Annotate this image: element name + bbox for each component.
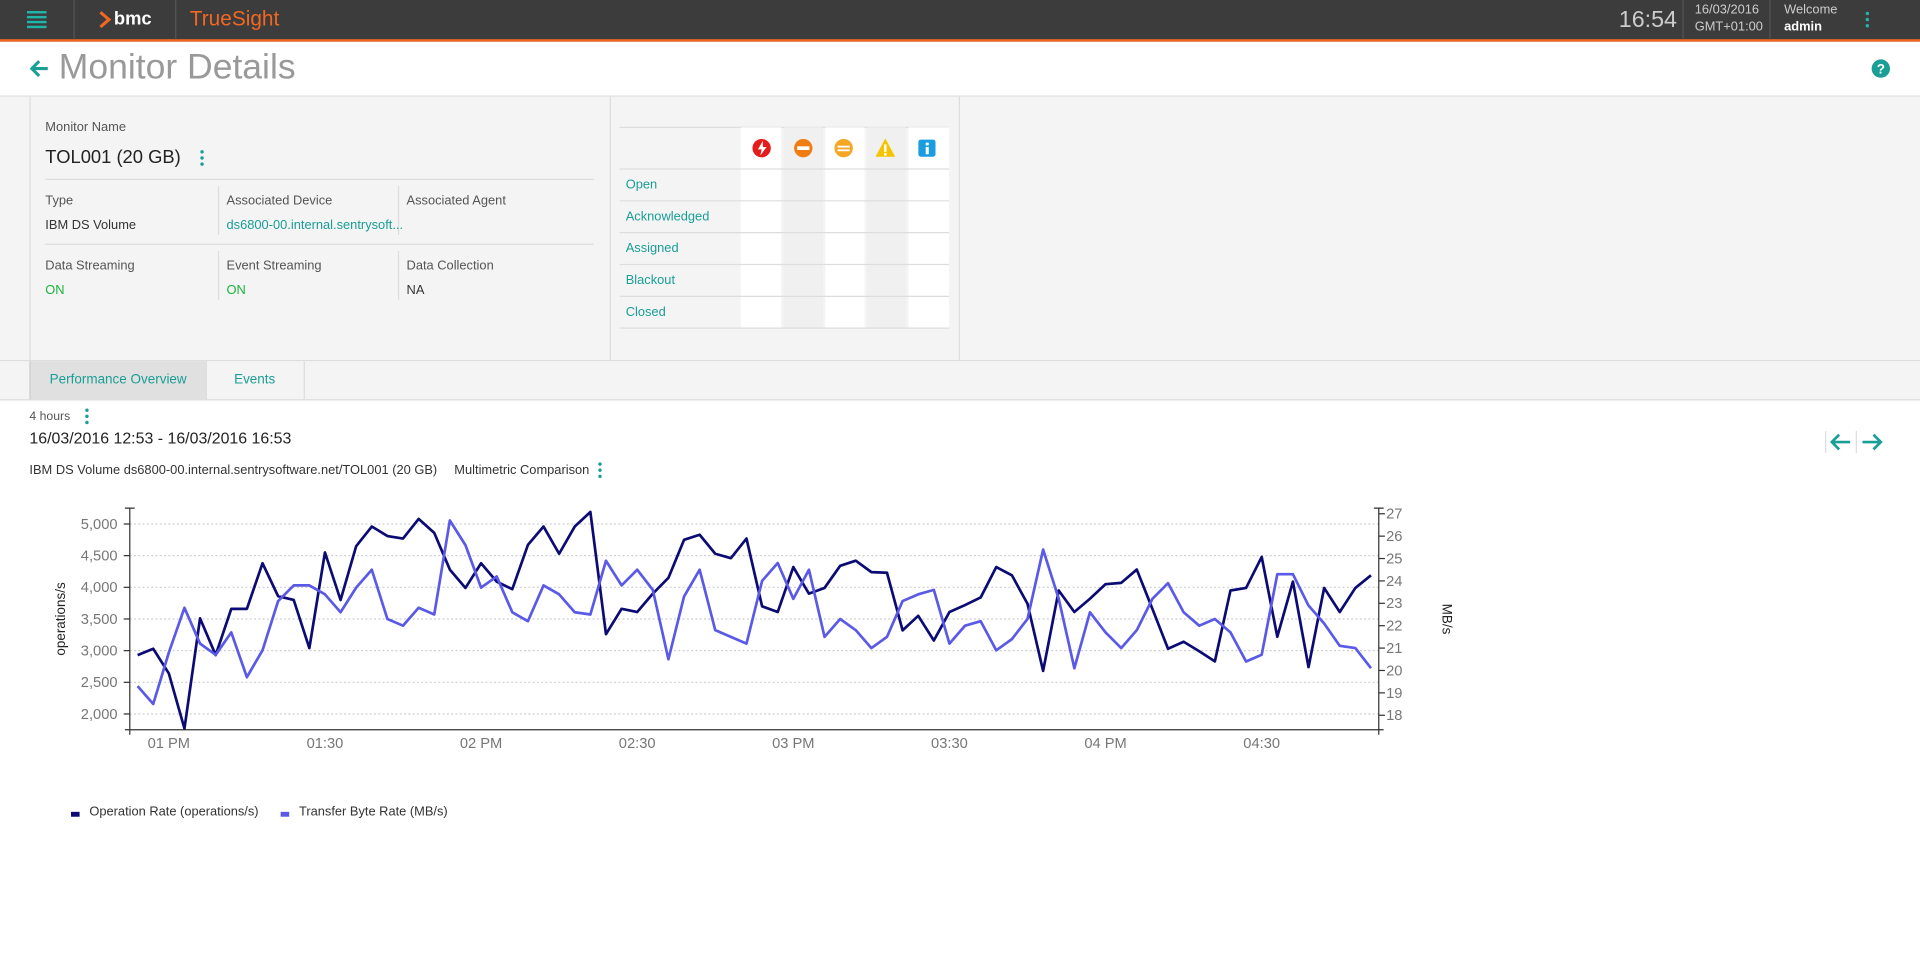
next-button[interactable] — [1862, 433, 1883, 451]
date: 16/03/2016 — [1694, 2, 1760, 18]
y-tick-label: 4,000 — [81, 580, 118, 596]
field-value: ON — [226, 282, 246, 298]
field-value: IBM DS Volume — [45, 217, 137, 233]
events-table — [619, 126, 949, 329]
legend-swatch — [71, 811, 80, 817]
divider — [45, 178, 594, 181]
y-axis-title: operations/s — [53, 582, 68, 656]
x-tick-label: 02:30 — [619, 736, 656, 752]
chart-menu[interactable] — [595, 460, 605, 480]
field-label: Type — [45, 193, 74, 209]
more-icon[interactable] — [1862, 10, 1872, 30]
title-bar — [0, 42, 1920, 97]
y2-tick-label: 19 — [1386, 686, 1402, 702]
divider — [73, 0, 75, 40]
x-tick-label: 04:30 — [1243, 736, 1280, 752]
y-tick-label: 5,000 — [81, 517, 118, 533]
timezone: GMT+01:00 — [1694, 19, 1763, 35]
brand: bmc — [113, 8, 152, 30]
event-row-label[interactable]: Open — [625, 177, 658, 193]
y-tick-label: 2,000 — [81, 707, 118, 723]
y-tick-label: 3,000 — [81, 644, 118, 660]
menu-icon[interactable] — [26, 10, 49, 30]
field-value[interactable]: ds6800-00.internal.sentrysoft... — [226, 217, 404, 233]
event-row-label[interactable]: Acknowledged — [625, 209, 710, 225]
divider — [1682, 0, 1684, 40]
event-row-label[interactable]: Blackout — [625, 273, 676, 288]
legend-label: Transfer Byte Rate (MB/s) — [299, 804, 448, 819]
field-label: Data Collection — [406, 258, 494, 274]
divider — [1769, 0, 1771, 40]
divider — [397, 186, 400, 236]
y2-tick-label: 22 — [1386, 619, 1402, 635]
chart: 2,000 2,500 3,000 3,500 4,000 4,500 5,000 18 19 2… — [53, 507, 1455, 819]
y-tick-label: 2,500 — [81, 675, 118, 691]
welcome: Welcome — [1784, 2, 1838, 18]
divider — [175, 0, 177, 40]
field-label: Event Streaming — [226, 258, 322, 274]
y2-tick-label: 20 — [1386, 663, 1402, 679]
range-nav — [1825, 431, 1883, 454]
field-value: NA — [406, 282, 425, 298]
minor-icon — [834, 138, 853, 158]
series-line — [137, 510, 1372, 730]
x-tick-label: 02 PM — [460, 736, 502, 752]
tab[interactable]: Events — [206, 361, 305, 400]
monitor-menu[interactable] — [197, 148, 207, 168]
period: 16/03/2016 12:53 - 16/03/2016 16:53 — [29, 428, 292, 447]
x-tick-label: 04 PM — [1084, 736, 1126, 752]
tab-bar — [0, 361, 1920, 401]
x-tick-label: 03 PM — [772, 736, 814, 752]
top-bar — [0, 0, 1920, 42]
product-name: TrueSight — [189, 7, 280, 31]
tab-active[interactable]: Performance Overview — [29, 361, 207, 400]
column-cells — [740, 127, 949, 329]
monitor-name: TOL001 (20 GB) — [45, 146, 181, 168]
y2-tick-label: 18 — [1386, 708, 1402, 724]
field-value: ON — [45, 282, 65, 298]
x-tick-label: 03:30 — [931, 736, 968, 752]
y2-tick-label: 25 — [1386, 551, 1402, 567]
y2-tick-label: 24 — [1386, 574, 1402, 590]
x-tick-label: 01:30 — [307, 736, 344, 752]
divider — [397, 251, 400, 301]
y-tick-label: 4,500 — [81, 549, 118, 565]
divider — [217, 186, 220, 236]
series-line — [136, 519, 1373, 706]
legend-swatch — [280, 811, 290, 817]
y2-tick-label: 21 — [1386, 641, 1402, 657]
divider — [217, 251, 220, 301]
divider — [45, 243, 594, 245]
clock: 16:54 — [1618, 7, 1677, 34]
help-icon[interactable]: ? — [1871, 59, 1891, 79]
y2-tick-label: 23 — [1386, 596, 1402, 612]
page-title: Monitor Details — [58, 47, 296, 87]
chart-subtitle[interactable]: Multimetric Comparison — [454, 462, 590, 478]
chart-title: IBM DS Volume ds6800-00.internal.sentrys… — [29, 462, 438, 478]
back-arrow[interactable] — [29, 59, 51, 79]
y2-tick-label: 26 — [1386, 529, 1402, 545]
event-row-label[interactable]: Closed — [625, 304, 666, 320]
monitor-panel — [29, 96, 612, 361]
y2-tick-label: 27 — [1386, 507, 1402, 523]
event-row-label[interactable]: Assigned — [625, 241, 679, 256]
user-name[interactable]: admin — [1784, 19, 1822, 35]
field-label: Associated Agent — [406, 193, 506, 209]
field-label: Data Streaming — [45, 258, 135, 274]
x-tick-label: 01 PM — [148, 736, 190, 752]
divider — [958, 96, 961, 361]
brand-icon — [99, 11, 112, 29]
monitor-name-label: Monitor Name — [45, 120, 127, 135]
previous-button[interactable] — [1829, 433, 1851, 451]
field-label: Associated Device — [226, 193, 333, 209]
y-tick-label: 3,500 — [81, 612, 118, 628]
duration: 4 hours — [29, 410, 71, 424]
svg-text:?: ? — [1877, 61, 1885, 76]
legend-label: Operation Rate (operations/s) — [89, 804, 258, 819]
y2-axis-title: MB/s — [1439, 604, 1454, 635]
range-menu[interactable] — [82, 407, 92, 427]
